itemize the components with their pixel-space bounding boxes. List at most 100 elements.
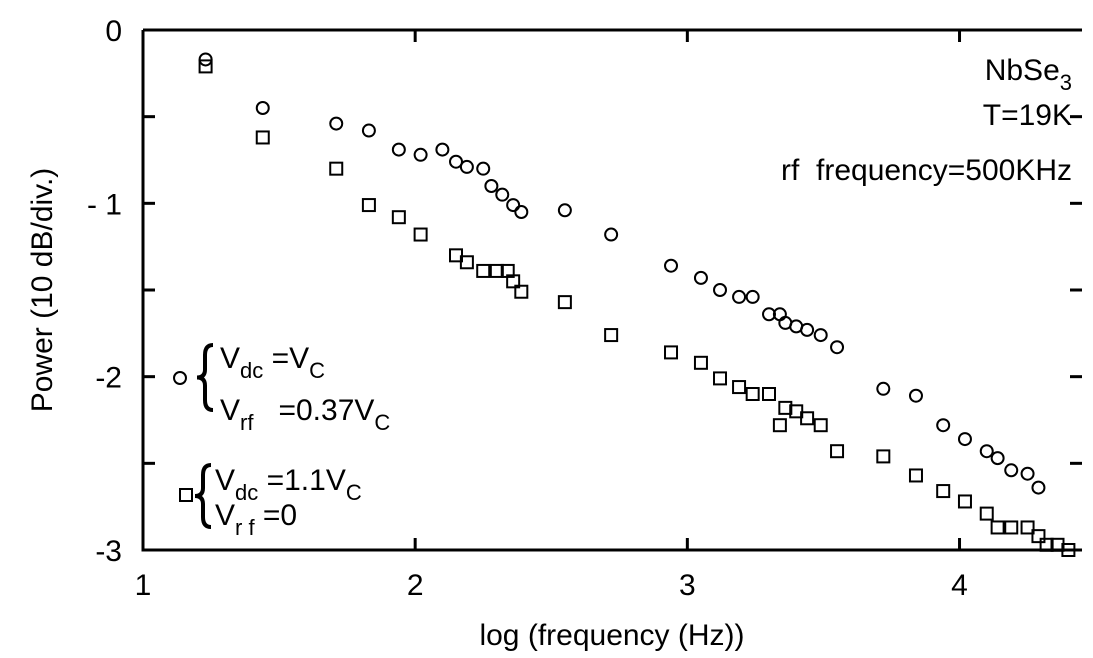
x-tick-label: 1 xyxy=(135,569,152,602)
marker-square xyxy=(1020,520,1035,535)
annotation: NbSe3 xyxy=(985,54,1072,95)
legend-label: Vdc =VC xyxy=(220,342,325,383)
marker-square xyxy=(693,355,708,370)
marker-circle xyxy=(361,123,376,138)
marker-square xyxy=(713,371,728,386)
subscript: dc xyxy=(240,358,263,383)
marker-circle xyxy=(329,116,344,131)
marker-square xyxy=(1031,529,1046,544)
text-part: =0 xyxy=(255,499,298,532)
marker-circle xyxy=(514,205,529,219)
marker-circle xyxy=(813,328,828,343)
marker-square xyxy=(813,418,828,433)
marker-square xyxy=(506,274,521,289)
marker-circle xyxy=(1020,466,1035,481)
marker-square xyxy=(936,484,951,499)
marker-circle xyxy=(476,161,491,176)
marker-circle xyxy=(255,101,270,115)
marker-circle xyxy=(664,258,679,273)
marker-square xyxy=(990,520,1005,535)
marker-circle xyxy=(762,307,776,322)
subscript: r f xyxy=(235,515,255,540)
marker-square xyxy=(745,387,760,401)
marker-circle xyxy=(732,289,747,304)
marker-square xyxy=(329,161,344,176)
marker-square xyxy=(489,263,504,278)
marker-circle xyxy=(459,159,474,174)
marker-square xyxy=(459,255,474,270)
marker-circle xyxy=(435,142,450,157)
marker-circle xyxy=(449,154,463,169)
marker-square xyxy=(255,130,270,145)
text-part: NbSe xyxy=(985,54,1060,87)
marker-square xyxy=(413,227,428,242)
x-tick-label: 4 xyxy=(951,569,968,602)
text-part: T=19K xyxy=(983,99,1072,132)
marker-square xyxy=(979,506,994,521)
marker-circle xyxy=(413,147,428,162)
marker-square xyxy=(800,411,815,426)
marker-circle xyxy=(391,142,406,157)
text-part: V xyxy=(215,499,235,532)
x-tick-label: 3 xyxy=(679,569,696,602)
x-axis-label: log (frequency (Hz)) xyxy=(479,619,744,652)
marker-square xyxy=(772,418,787,433)
y-tick-label: - 1 xyxy=(87,188,122,221)
marker-square xyxy=(732,380,747,395)
marker-square xyxy=(1061,543,1076,557)
subscript: dc xyxy=(235,480,258,505)
legend-brace xyxy=(196,343,214,412)
legend-marker xyxy=(173,371,187,385)
text-part: =V xyxy=(263,342,309,375)
marker-square xyxy=(391,210,406,225)
legend-label: Vdc =1.1VC xyxy=(215,464,362,505)
subscript: C xyxy=(374,410,390,435)
marker-circle xyxy=(936,418,951,433)
marker-square xyxy=(778,400,793,415)
legend-label: Vr f =0 xyxy=(215,499,297,540)
text-part: V xyxy=(220,342,240,375)
text-part: =1.1V xyxy=(258,464,346,497)
marker-square xyxy=(1004,520,1019,535)
marker-circle xyxy=(745,289,760,304)
y-tick-label: 0 xyxy=(105,15,122,48)
marker-circle xyxy=(484,179,499,193)
marker-circle xyxy=(990,451,1005,466)
marker-square xyxy=(908,468,923,483)
marker-circle xyxy=(979,444,994,459)
text-part: V xyxy=(220,394,240,427)
marker-square xyxy=(514,284,529,299)
legend-brace xyxy=(194,463,212,529)
marker-circle xyxy=(506,198,521,213)
marker-square xyxy=(361,198,376,213)
marker-square xyxy=(198,59,213,74)
marker-circle xyxy=(1031,480,1046,495)
marker-circle xyxy=(557,203,572,218)
subscript: C xyxy=(346,480,362,505)
subscript: C xyxy=(309,358,325,383)
marker-square xyxy=(557,295,572,310)
marker-square xyxy=(1039,537,1054,552)
marker-square xyxy=(604,328,619,343)
marker-square xyxy=(476,263,491,278)
y-tick-label: -2 xyxy=(95,362,122,395)
subscript: 3 xyxy=(1060,70,1072,95)
subscript: rf xyxy=(240,410,254,435)
marker-circle xyxy=(908,388,923,403)
marker-circle xyxy=(713,283,728,297)
marker-circle xyxy=(876,381,891,396)
y-tick-label: -3 xyxy=(95,535,122,568)
marker-square xyxy=(762,387,776,401)
y-axis-label: Power (10 dB/div.) xyxy=(26,168,59,413)
marker-circle xyxy=(830,340,845,355)
marker-circle xyxy=(800,322,815,337)
annotation: rf frequency=500KHz xyxy=(781,154,1072,187)
marker-square xyxy=(830,444,845,459)
marker-circle xyxy=(1004,463,1019,478)
marker-circle xyxy=(693,270,708,285)
marker-square xyxy=(876,449,891,464)
legend-label: Vrf =0.37VC xyxy=(220,394,390,435)
legend-marker xyxy=(179,488,193,502)
marker-square xyxy=(664,345,679,360)
